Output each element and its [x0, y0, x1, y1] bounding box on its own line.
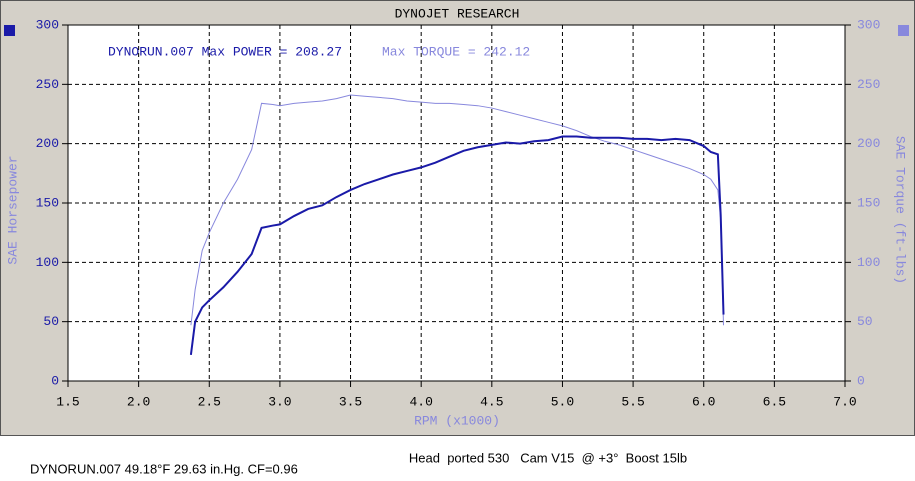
- footnote: DYNORUN.007 49.18°F 29.63 in.Hg. CF=0.96: [30, 461, 298, 476]
- x-tick-label: 1.5: [56, 394, 79, 409]
- y2-tick-label: 0: [857, 373, 865, 388]
- torque-annotation: Max TORQUE = 242.12: [382, 44, 530, 59]
- y-tick-label: 300: [36, 17, 59, 32]
- y2-tick-label: 150: [857, 195, 880, 210]
- y2-tick-label: 300: [857, 17, 880, 32]
- chart-title: DYNOJET RESEARCH: [395, 6, 520, 21]
- y2-tick-label: 50: [857, 314, 873, 329]
- x-tick-label: 5.0: [551, 394, 574, 409]
- y-tick-label: 100: [36, 255, 59, 270]
- y-tick-label: 0: [51, 373, 59, 388]
- x-tick-label: 4.0: [409, 394, 432, 409]
- x-axis-label: RPM (x1000): [414, 413, 500, 428]
- y2-tick-label: 100: [857, 255, 880, 270]
- x-tick-label: 3.5: [339, 394, 362, 409]
- x-tick-label: 2.5: [198, 394, 221, 409]
- hp-marker: [4, 25, 15, 36]
- x-tick-label: 7.0: [833, 394, 856, 409]
- y-tick-label: 50: [43, 314, 59, 329]
- y2-axis-label: SAE Torque (ft-lbs): [893, 136, 908, 284]
- power-annotation: DYNORUN.007 Max POWER = 208.27: [108, 44, 342, 59]
- y2-tick-label: 250: [857, 77, 880, 92]
- x-tick-label: 3.0: [268, 394, 291, 409]
- y-axis-label: SAE Horsepower: [5, 155, 20, 264]
- y2-tick-label: 200: [857, 136, 880, 151]
- x-tick-label: 4.5: [480, 394, 503, 409]
- y-tick-label: 250: [36, 77, 59, 92]
- series-line: [189, 135, 725, 356]
- x-tick-label: 6.0: [692, 394, 715, 409]
- series-line: [190, 94, 725, 326]
- tq-marker: [898, 25, 909, 36]
- x-tick-label: 5.5: [621, 394, 644, 409]
- x-tick-label: 6.5: [763, 394, 786, 409]
- subtitle: Head ported 530 Cam V15 @ +3° Boost 15lb: [409, 450, 687, 465]
- y-tick-label: 200: [36, 136, 59, 151]
- y-tick-label: 150: [36, 195, 59, 210]
- x-tick-label: 2.0: [127, 394, 150, 409]
